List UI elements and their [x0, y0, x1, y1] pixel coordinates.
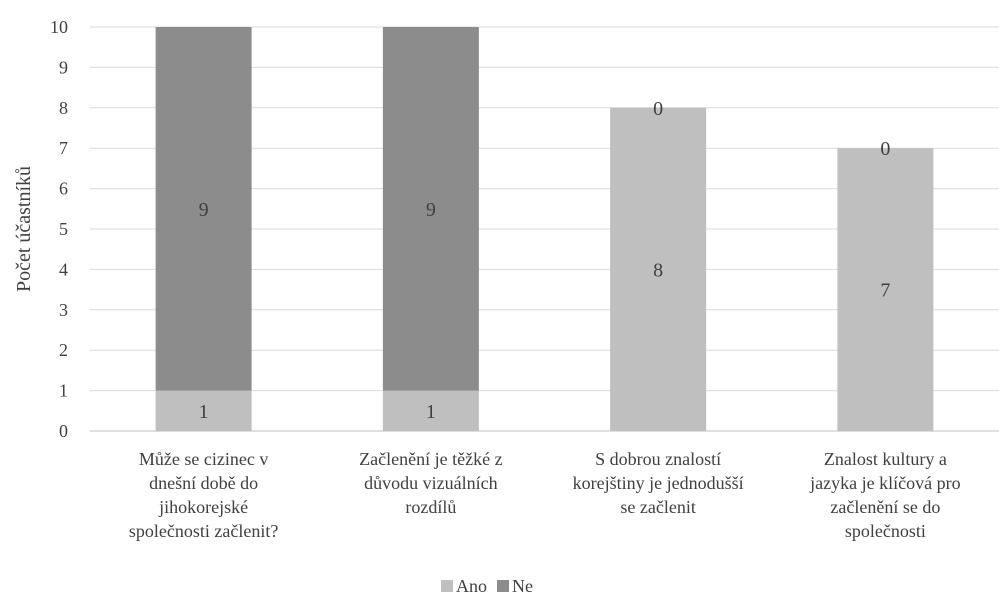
- y-tick-label: 9: [59, 57, 68, 77]
- bar-segment-ne: [155, 27, 252, 391]
- bar-segment-ne: [382, 27, 479, 391]
- category-label: Znalost kultury a jazyka je klíčová pro za…: [809, 449, 960, 541]
- category-label: Začlenění je těžké z důvodu vizuálních roz…: [359, 449, 502, 517]
- category-label: S dobrou znalostí korejštiny je jednodušš…: [573, 449, 744, 517]
- y-tick-label: 6: [59, 179, 68, 199]
- bar-segment-ano: [610, 107, 707, 432]
- y-tick-label: 4: [59, 259, 68, 279]
- bar-segment-ano: [837, 148, 934, 431]
- data-label: 0: [880, 138, 890, 160]
- y-tick-label: 5: [59, 219, 68, 239]
- y-tick-label: 8: [59, 98, 68, 118]
- bar-segment-ano: [155, 390, 252, 431]
- data-label: 8: [653, 259, 663, 281]
- legend-label: Ne: [512, 576, 533, 596]
- bar-segment-ano: [382, 390, 479, 431]
- legend-swatch: [497, 580, 509, 592]
- y-tick-label: 7: [59, 138, 68, 158]
- y-axis-label: Počet účastníků: [13, 166, 35, 292]
- y-tick-label: 2: [59, 340, 68, 360]
- y-tick-label: 10: [50, 17, 68, 37]
- data-label: 7: [880, 280, 890, 302]
- legend: Ano Ne: [441, 576, 533, 596]
- data-label: 0: [653, 98, 663, 120]
- data-label: 9: [426, 199, 436, 221]
- category-labels: Může se cizinec v dnešní době do jihokorej…: [129, 449, 961, 541]
- bars: [155, 27, 934, 432]
- data-labels: 1 9 1 9 8 0 7 0: [199, 98, 891, 423]
- y-axis-ticks: 0 1 2 3 4 5 6 7 8 9 10: [50, 17, 68, 441]
- y-tick-label: 0: [59, 421, 68, 441]
- legend-swatch: [441, 580, 453, 592]
- category-label: Může se cizinec v dnešní době do jihokorej…: [129, 449, 278, 541]
- y-tick-label: 3: [59, 300, 68, 320]
- data-label: 9: [199, 199, 209, 221]
- legend-label: Ano: [456, 576, 487, 596]
- data-label: 1: [199, 401, 209, 423]
- data-label: 1: [426, 401, 436, 423]
- y-tick-label: 1: [59, 381, 68, 401]
